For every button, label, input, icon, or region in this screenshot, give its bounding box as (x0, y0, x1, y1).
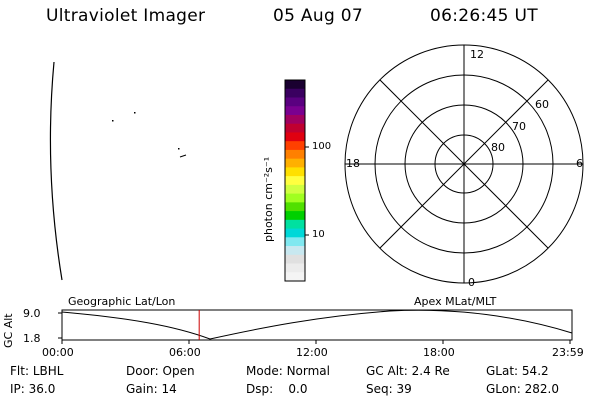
polar-label-12: 12 (470, 48, 484, 61)
time-label: 06:26:45 UT (430, 6, 538, 26)
timeline-xtick-label: 23:59 (552, 346, 584, 359)
timeline-xtick-label: 12:00 (296, 346, 328, 359)
image-speck (179, 154, 187, 158)
app-title: Ultraviolet Imager (46, 6, 206, 26)
image-speck (134, 112, 136, 114)
flt-field: Flt: LBHL (10, 364, 64, 378)
colorbar-unit-label: photon cm⁻²s⁻¹ (262, 156, 275, 242)
timeline-xtick-label: 18:00 (423, 346, 455, 359)
glon-field: GLon: 282.0 (486, 382, 559, 396)
colorbar-band (285, 219, 305, 230)
seq-field: Seq: 39 (366, 382, 412, 396)
image-speck (112, 120, 114, 122)
colorbar-band (285, 202, 305, 212)
gain-field: Gain: 14 (126, 382, 177, 396)
colorbar-band (285, 193, 305, 203)
timeline-xtick-label: 06:00 (169, 346, 201, 359)
timeline-xticks (61, 340, 571, 344)
polar-lat-70: 70 (512, 120, 526, 133)
colorbar-frame (284, 79, 306, 282)
timeline-left-title: Geographic Lat/Lon (68, 295, 176, 308)
date-label: 05 Aug 07 (273, 6, 363, 26)
colorbar-band (285, 237, 305, 247)
polar-label-0: 0 (468, 276, 475, 289)
colorbar (285, 80, 305, 282)
colorbar-band (285, 254, 305, 265)
earth-limb-arc (49, 61, 63, 281)
timeline-y-label: GC Alt (2, 313, 15, 348)
polar-label-18: 18 (346, 157, 360, 170)
mode-field: Mode: Normal (246, 364, 330, 378)
timeline-frame (61, 309, 573, 341)
ip-field: IP: 36.0 (10, 382, 56, 396)
colorbar-band (285, 158, 305, 168)
dsp-field: Dsp: 0.0 (246, 382, 308, 396)
timeline-right-title: Apex MLat/MLT (414, 295, 497, 308)
colorbar-band (285, 80, 305, 90)
timeline-xtick-label: 00:00 (42, 346, 74, 359)
image-speck (178, 148, 180, 150)
colorbar-band (285, 149, 305, 160)
colorbar-label-10: 10 (312, 229, 325, 240)
colorbar-band (285, 272, 305, 282)
colorbar-band (285, 114, 305, 125)
polar-lat-60: 60 (535, 98, 549, 111)
colorbar-band (285, 88, 305, 99)
gc-alt-field: GC Alt: 2.4 Re (366, 364, 450, 378)
colorbar-band (285, 176, 305, 186)
colorbar-band (285, 263, 305, 273)
polar-axis-diagonal (379, 79, 549, 249)
colorbar-band (285, 132, 305, 142)
altitude-curve (61, 309, 573, 340)
polar-grid (344, 44, 584, 284)
colorbar-band (285, 141, 305, 151)
colorbar-band (285, 167, 305, 177)
glat-field: GLat: 54.2 (486, 364, 549, 378)
colorbar-band (285, 228, 305, 238)
timeline-ytick-1-8: 1.8 (23, 332, 41, 345)
colorbar-band (285, 184, 305, 195)
polar-lat-80: 80 (491, 141, 505, 154)
colorbar-band (285, 123, 305, 134)
colorbar-band (285, 246, 305, 256)
colorbar-label-100: 100 (312, 141, 332, 152)
colorbar-band (285, 211, 305, 221)
polar-label-6: 6 (576, 157, 583, 170)
timeline-ytick-9: 9.0 (23, 307, 41, 320)
door-field: Door: Open (126, 364, 195, 378)
colorbar-band (285, 97, 305, 107)
colorbar-band (285, 106, 305, 116)
